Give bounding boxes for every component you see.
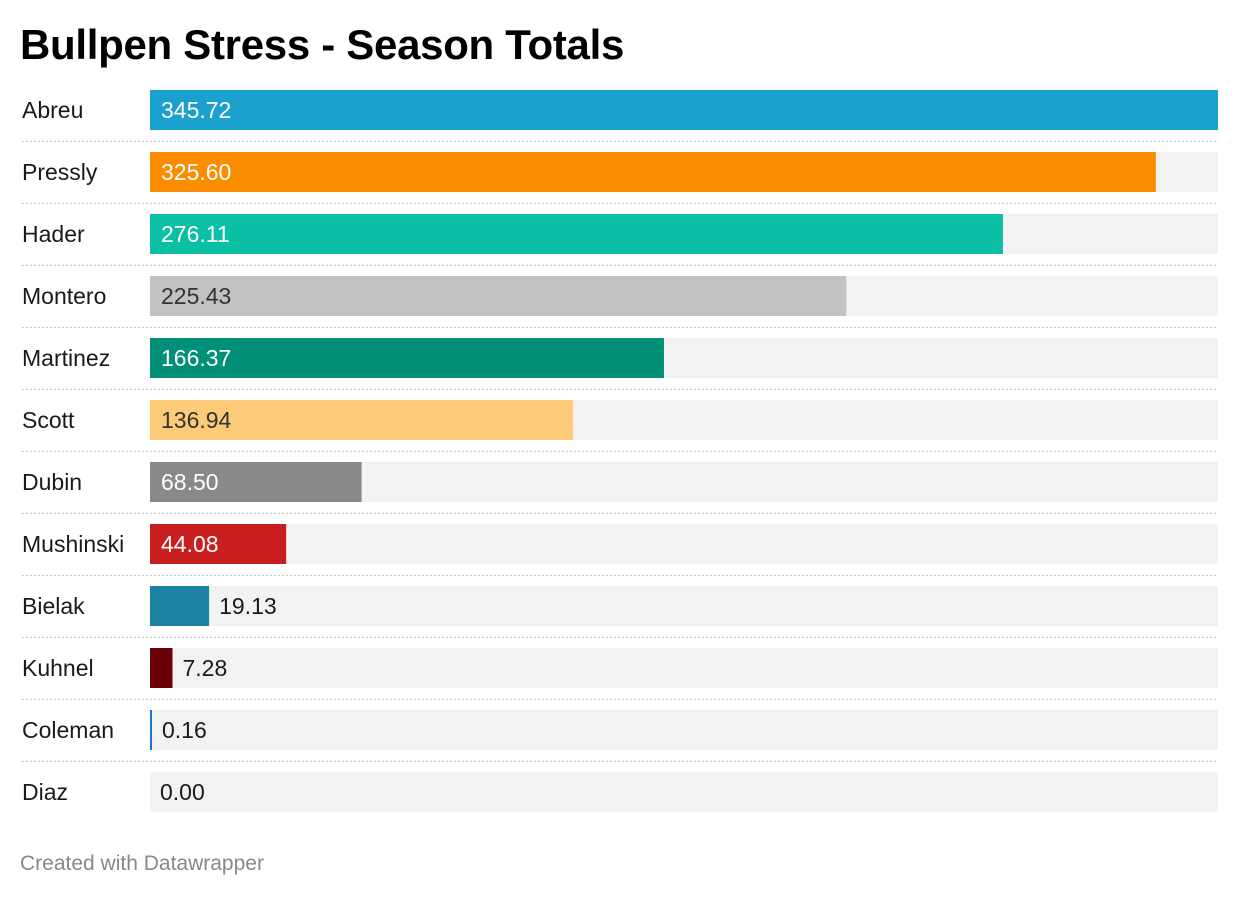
category-label: Coleman [22,717,114,743]
value-label: 225.43 [161,283,231,309]
bar-track [150,772,1218,812]
category-label: Kuhnel [22,655,94,681]
bar [150,586,210,626]
bar [150,648,173,688]
value-label: 7.28 [182,655,227,681]
bar-track [150,586,1218,626]
bar [150,524,287,564]
value-label: 0.00 [160,779,205,805]
bar-row: Scott 136.94 [22,400,1218,453]
category-label: Montero [22,283,106,309]
bar-row: Abreu 345.72 [22,90,1218,143]
category-label: Dubin [22,469,82,495]
bar-row: Coleman 0.16 [22,710,1218,763]
footer-credit[interactable]: Created with Datawrapper [20,852,264,875]
bar-track [150,524,1218,564]
bar-row: Kuhnel 7.28 [22,648,1218,701]
bar [150,90,1218,130]
bar [150,400,574,440]
bar-row: Pressly 325.60 [22,152,1218,205]
bar-track [150,648,1218,688]
bar [150,338,664,378]
bar [150,710,152,750]
value-label: 325.60 [161,159,231,185]
value-label: 68.50 [161,469,219,495]
bar [150,152,1156,192]
value-label: 166.37 [161,345,231,371]
bar-row: Montero 225.43 [22,276,1218,329]
bar-row: Hader 276.11 [22,214,1218,267]
bar-row: Bielak 19.13 [22,586,1218,639]
bar [150,276,847,316]
bar-row: Mushinski 44.08 [22,524,1218,577]
bar [150,462,362,502]
category-label: Mushinski [22,531,124,557]
bar-row: Diaz 0.00 [22,772,1218,812]
value-label: 345.72 [161,97,231,123]
value-label: 0.16 [162,717,207,743]
category-label: Bielak [22,593,85,619]
value-label: 19.13 [219,593,277,619]
category-label: Scott [22,407,75,433]
category-label: Pressly [22,159,98,185]
category-label: Martinez [22,345,110,371]
value-label: 136.94 [161,407,232,433]
category-label: Hader [22,221,85,247]
value-label: 276.11 [161,221,230,247]
chart-title: Bullpen Stress - Season Totals [20,21,625,68]
bar-track [150,710,1218,750]
value-label: 44.08 [161,531,219,557]
bar [150,214,1003,254]
bar-row: Martinez 166.37 [22,338,1218,391]
category-label: Diaz [22,779,68,805]
bar-row: Dubin 68.50 [22,462,1218,515]
category-label: Abreu [22,97,83,123]
